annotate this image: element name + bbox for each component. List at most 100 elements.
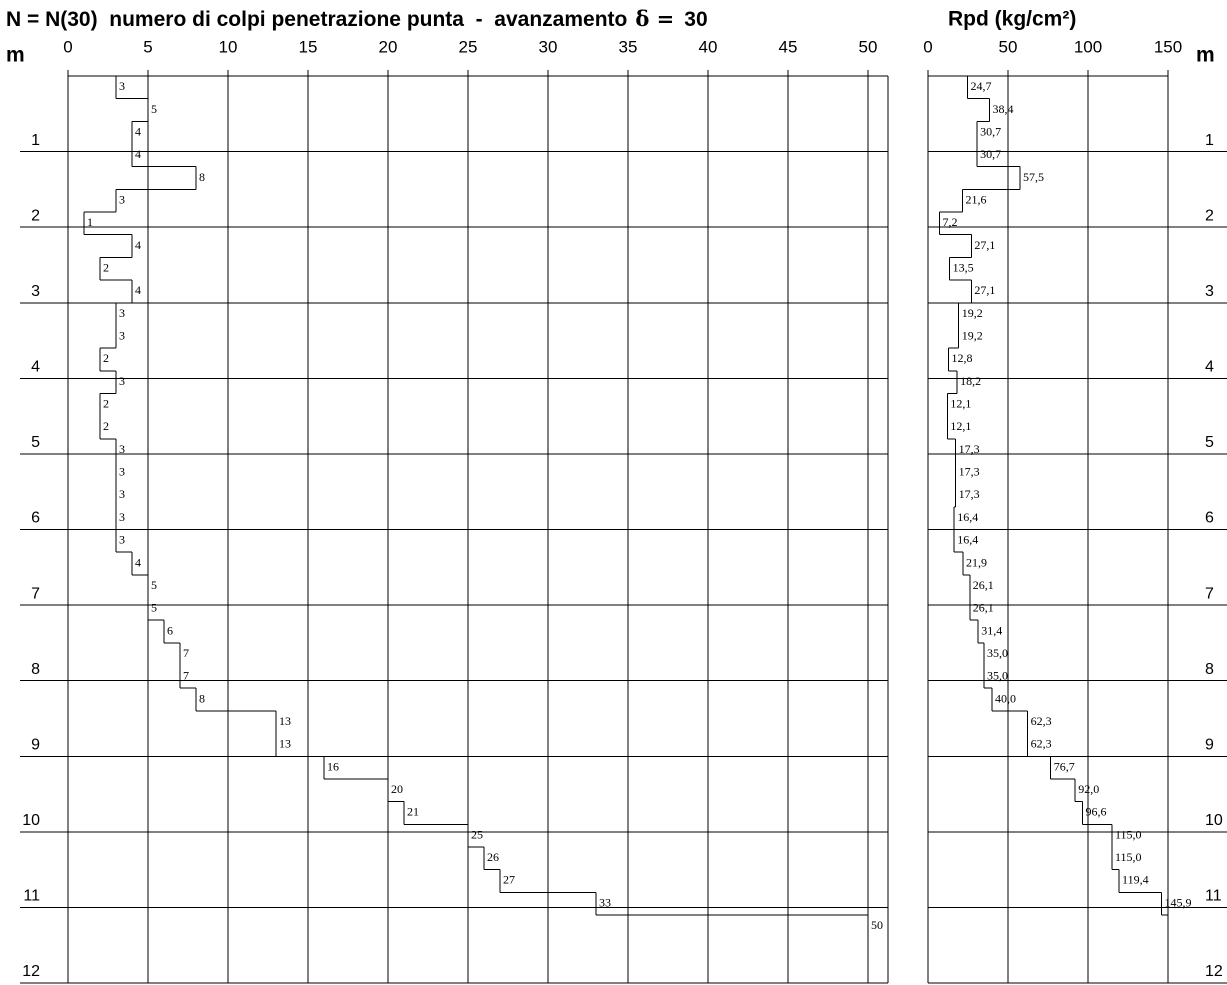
data-label: 2 [103, 351, 109, 365]
data-label: 3 [119, 510, 125, 524]
data-label: 5 [151, 601, 157, 615]
data-label: 35,0 [987, 646, 1008, 660]
data-label: 62,3 [1031, 737, 1052, 751]
data-label: 2 [103, 260, 109, 274]
data-label: 3 [119, 374, 125, 388]
y-tick-label: 7 [1205, 585, 1214, 602]
data-label: 4 [135, 124, 141, 138]
data-label: 12,1 [950, 419, 971, 433]
data-label: 26,1 [973, 601, 994, 615]
y-tick-label: 6 [1205, 510, 1214, 527]
data-label: 3 [119, 192, 125, 206]
data-label: 62,3 [1031, 714, 1052, 728]
x-tick-label: 5 [143, 37, 152, 56]
data-label: 92,0 [1078, 782, 1099, 796]
delta-label: δ = [635, 6, 674, 31]
y-axis-label: m [1196, 44, 1215, 67]
data-label: 3 [119, 487, 125, 501]
data-label: 24,7 [971, 79, 992, 93]
y-tick-label: 5 [31, 434, 40, 451]
data-label: 13 [279, 737, 291, 751]
data-label: 4 [135, 147, 141, 161]
data-label: 33 [599, 895, 611, 909]
y-tick-label: 3 [1205, 283, 1214, 300]
y-tick-label: 4 [1205, 359, 1214, 376]
data-label: 4 [135, 238, 141, 252]
data-label: 21 [407, 805, 419, 819]
data-label: 3 [119, 533, 125, 547]
data-label: 96,6 [1086, 805, 1107, 819]
y-tick-label: 11 [23, 888, 40, 905]
y-tick-label: 1 [1205, 132, 1214, 149]
x-tick-label: 15 [299, 37, 318, 56]
x-tick-label: 30 [539, 37, 558, 56]
data-label: 145,9 [1164, 895, 1191, 909]
y-tick-label: 10 [1205, 812, 1223, 829]
delta-value: 30 [684, 8, 707, 31]
data-label: 35,0 [987, 669, 1008, 683]
data-label: 3 [119, 79, 125, 93]
y-tick-label: 1 [31, 132, 40, 149]
data-label: 7 [183, 669, 189, 683]
data-label: 19,2 [962, 329, 983, 343]
y-tick-label: 7 [31, 585, 40, 602]
y-tick-label: 2 [31, 207, 40, 224]
x-tick-label: 0 [923, 37, 932, 56]
y-tick-label: 10 [22, 812, 40, 829]
y-tick-label: 11 [1205, 888, 1222, 905]
x-tick-label: 50 [999, 37, 1018, 56]
y-tick-label: 6 [31, 510, 40, 527]
y-tick-label: 12 [1205, 963, 1223, 980]
data-label: 3 [119, 306, 125, 320]
data-label: 30,7 [980, 124, 1001, 138]
data-label: 27,1 [974, 238, 995, 252]
data-label: 7 [183, 646, 189, 660]
data-label: 18,2 [960, 374, 981, 388]
x-tick-label: 10 [219, 37, 238, 56]
x-tick-label: 35 [619, 37, 638, 56]
y-tick-label: 12 [22, 963, 40, 980]
data-label: 26,1 [973, 578, 994, 592]
data-label: 4 [135, 283, 141, 297]
y-tick-label: 8 [1205, 661, 1214, 678]
data-label: 13 [279, 714, 291, 728]
data-label: 1 [87, 215, 93, 229]
y-tick-label: 4 [31, 359, 40, 376]
x-tick-label: 100 [1074, 37, 1102, 56]
data-label: 16,4 [957, 510, 978, 524]
data-label: 25 [471, 827, 483, 841]
data-label: 20 [391, 782, 403, 796]
chart-title: Rpd (kg/cm²) [948, 8, 1076, 31]
data-label: 2 [103, 397, 109, 411]
data-label: 50 [871, 918, 883, 932]
data-label: 5 [151, 578, 157, 592]
data-label: 4 [135, 555, 141, 569]
data-label: 119,4 [1122, 873, 1149, 887]
y-tick-label: 9 [31, 736, 40, 753]
data-label: 8 [199, 170, 205, 184]
x-tick-label: 40 [699, 37, 718, 56]
data-label: 115,0 [1115, 827, 1142, 841]
y-tick-label: 3 [31, 283, 40, 300]
data-label: 21,9 [966, 555, 987, 569]
data-label: 3 [119, 465, 125, 479]
data-label: 115,0 [1115, 850, 1142, 864]
data-label: 12,1 [950, 397, 971, 411]
data-label: 5 [151, 102, 157, 116]
data-label: 31,4 [981, 623, 1002, 637]
data-label: 8 [199, 691, 205, 705]
data-label: 17,3 [959, 442, 980, 456]
data-label: 21,6 [966, 192, 987, 206]
data-label: 26 [487, 850, 499, 864]
data-label: 13,5 [953, 260, 974, 274]
data-label: 76,7 [1054, 759, 1075, 773]
data-label: 27,1 [974, 283, 995, 297]
chart-title: N = N(30) numero di colpi penetrazione p… [6, 6, 708, 31]
title-text: N = N(30) numero di colpi penetrazione p… [6, 8, 627, 31]
x-tick-label: 50 [859, 37, 878, 56]
data-label: 17,3 [959, 487, 980, 501]
x-tick-label: 0 [63, 37, 72, 56]
data-label: 17,3 [959, 465, 980, 479]
data-label: 38,4 [992, 102, 1013, 116]
